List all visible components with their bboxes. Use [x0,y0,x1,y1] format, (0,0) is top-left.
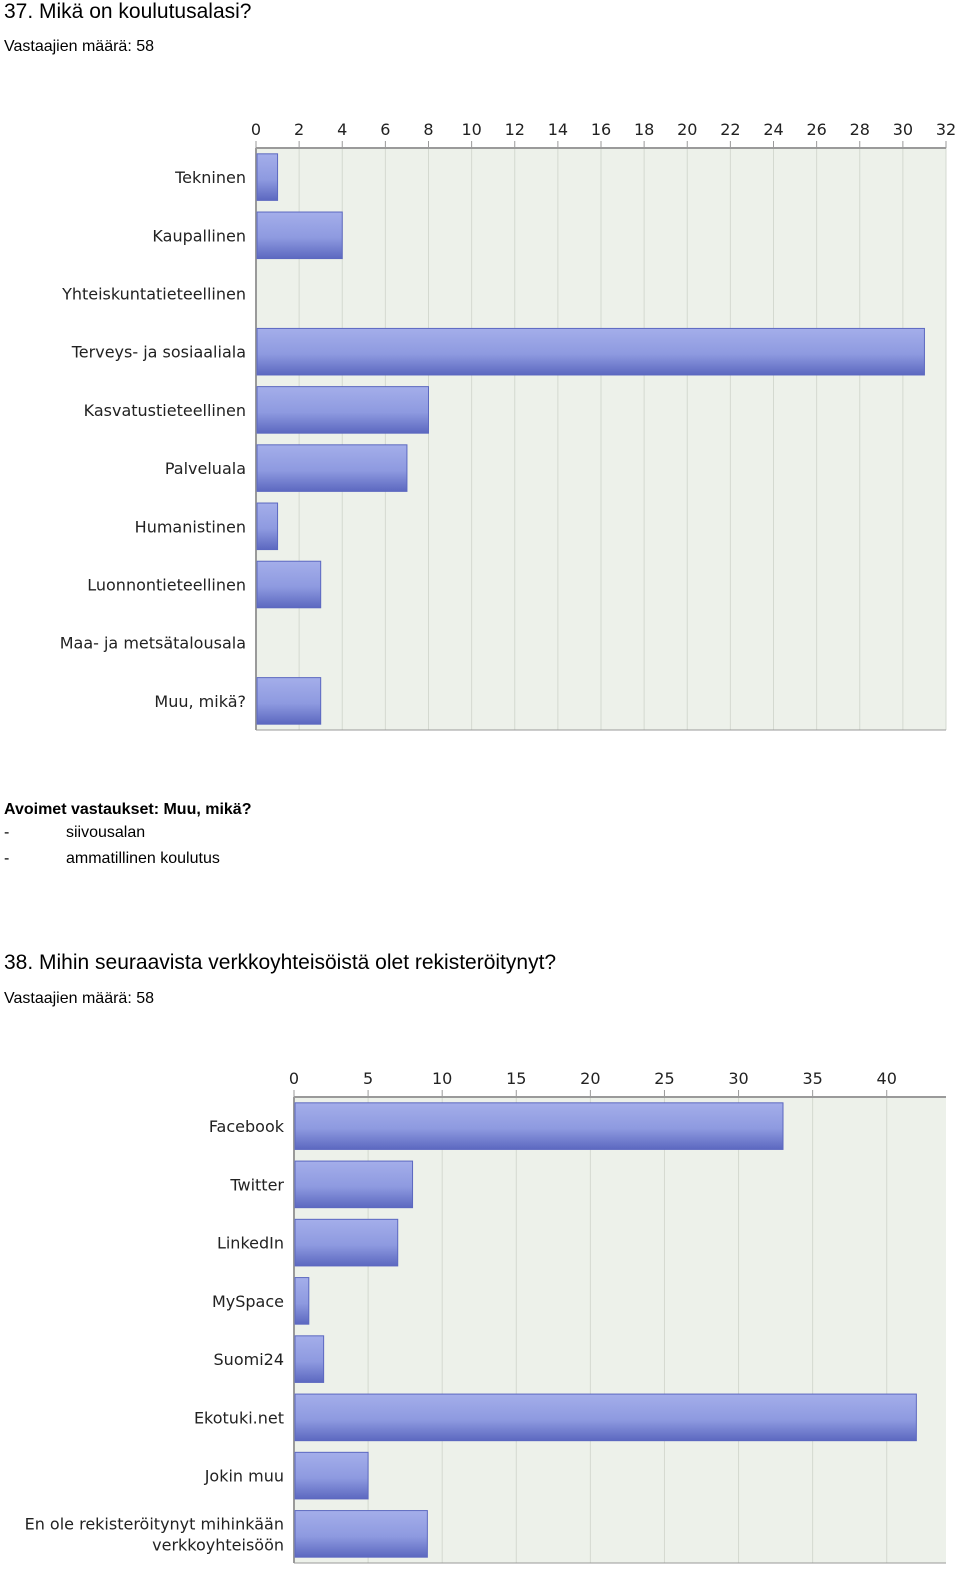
x-tick-label: 2 [294,120,304,139]
bar [256,560,322,609]
bar [294,1510,428,1558]
bar [256,327,925,376]
x-tick-label: 25 [654,1069,674,1088]
open-answer-item: - siivousalan [4,824,145,842]
bar [294,1160,414,1209]
open-answers-heading: Avoimet vastaukset: Muu, mikä? [4,801,252,818]
open-answer-text: ammatillinen koulutus [66,850,220,867]
x-tick-label: 20 [677,120,697,139]
bar [256,677,322,725]
open-answer-bullet: - [4,850,10,867]
bar [256,153,279,201]
category-label: Luonnontieteellinen [87,576,246,595]
category-label: Twitter [229,1175,284,1194]
category-label: Humanistinen [135,517,246,536]
x-tick-label: 12 [505,120,525,139]
x-tick-label: 10 [461,120,481,139]
category-label: En ole rekisteröitynyt mihinkään [25,1514,284,1533]
bar [256,211,343,260]
x-tick-label: 18 [634,120,654,139]
category-label: Palveluala [165,459,246,478]
x-tick-label: 4 [337,120,347,139]
open-answer-bullet: - [4,824,10,841]
open-answer-text: siivousalan [66,824,146,841]
x-tick-label: 0 [251,120,261,139]
category-label: Ekotuki.net [194,1408,284,1427]
q38-title: 38. Mihin seuraavista verkkoyhteisöistä … [4,951,557,974]
x-tick-label: 5 [363,1069,373,1088]
category-label: verkkoyhteisöön [152,1535,284,1554]
x-tick-label: 40 [877,1069,897,1088]
bar [294,1102,784,1150]
category-label: Yhteiskuntatieteellinen [61,285,246,304]
category-label: Terveys- ja sosiaaliala [71,343,246,362]
x-tick-label: 0 [289,1069,299,1088]
category-label: Jokin muu [204,1467,284,1486]
bar [294,1451,369,1500]
bar [256,386,429,434]
category-label: Muu, mikä? [154,692,246,711]
bar [294,1335,325,1383]
bar [294,1218,399,1267]
x-tick-label: 6 [380,120,390,139]
x-tick-label: 35 [802,1069,822,1088]
x-tick-label: 24 [763,120,783,139]
category-label: LinkedIn [217,1234,284,1253]
x-tick-label: 14 [548,120,568,139]
x-tick-label: 26 [806,120,826,139]
q38-respondent-count: Vastaajien määrä: 58 [4,990,155,1007]
x-tick-label: 28 [850,120,870,139]
open-answer-item: - ammatillinen koulutus [4,850,220,868]
bar [294,1277,310,1325]
x-tick-label: 15 [506,1069,526,1088]
x-tick-label: 16 [591,120,611,139]
category-label: Suomi24 [214,1350,284,1369]
bar [256,444,408,492]
q37-education-chart: 0 2 4 6 8 10 12 14 16 18 20 22 24 26 28 30 32TekninenKau… [60,120,956,731]
x-tick-label: 8 [423,120,433,139]
category-label: Tekninen [174,168,246,187]
x-tick-label: 20 [580,1069,600,1088]
x-tick-label: 30 [893,120,913,139]
x-tick-label: 32 [936,120,956,139]
bar [294,1393,917,1442]
category-label: Maa- ja metsätalousala [60,634,246,653]
category-label: MySpace [212,1292,284,1311]
x-tick-label: 22 [720,120,740,139]
x-tick-label: 10 [432,1069,452,1088]
category-label: Kaupallinen [152,226,246,245]
q37-respondent-count: Vastaajien määrä: 58 [4,38,155,55]
bar [256,502,279,551]
x-tick-label: 30 [728,1069,748,1088]
q37-title: 37. Mikä on koulutusalasi? [4,0,252,23]
category-label: Kasvatustieteellinen [84,401,246,420]
category-label: Facebook [209,1117,285,1136]
